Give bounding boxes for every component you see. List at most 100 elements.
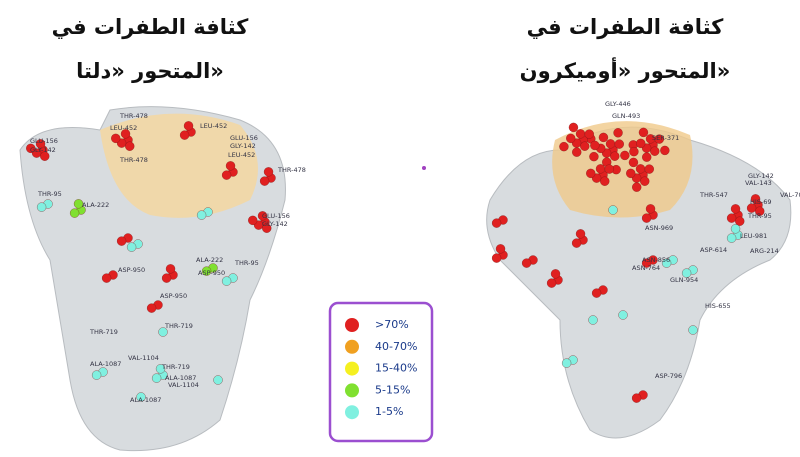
legend-swatch <box>345 339 359 354</box>
sphere <box>584 129 594 139</box>
sphere <box>262 223 272 233</box>
residue-label: THR-478 <box>119 156 148 164</box>
residue-label: GLY-142 <box>30 146 56 154</box>
sphere <box>26 143 36 154</box>
sphere <box>755 206 765 216</box>
sphere <box>730 204 741 214</box>
residue-label: ASP-950 <box>118 266 145 274</box>
legend-label: 1-5% <box>375 405 403 418</box>
sphere <box>661 258 672 268</box>
sphere <box>591 288 602 298</box>
sphere <box>161 273 172 283</box>
residue-label: GLN-954 <box>670 276 698 284</box>
sphere <box>575 129 586 139</box>
residue-label: ASN-856 <box>642 256 670 264</box>
sphere <box>638 127 649 138</box>
sphere <box>636 138 646 149</box>
sphere <box>660 145 670 156</box>
residue-label: GLN-493 <box>612 112 640 120</box>
sphere <box>491 253 502 263</box>
residue-label: GLY-142 <box>262 220 288 228</box>
legend-label: 40-70% <box>375 340 417 353</box>
sphere <box>495 244 506 254</box>
residue-label: THR-95 <box>37 190 62 198</box>
residue-label: ALA-1087 <box>130 396 161 404</box>
sphere <box>561 358 572 368</box>
sphere <box>259 176 270 186</box>
title: المتحور «دلتا» <box>76 59 224 83</box>
sphere <box>165 264 176 274</box>
residue-label: SER-371 <box>652 134 679 142</box>
sphere <box>566 133 576 144</box>
sphere <box>588 315 598 325</box>
residue-label: ALA-1087 <box>165 374 196 382</box>
sphere <box>642 152 652 162</box>
sphere <box>126 242 137 252</box>
legend-swatch <box>345 318 359 332</box>
sphere <box>36 202 47 212</box>
title: المتحور «أوميكرون» <box>520 56 731 83</box>
sphere <box>111 133 121 144</box>
legend-label: 15-40% <box>375 362 417 375</box>
sphere <box>213 375 223 385</box>
sphere <box>196 210 207 220</box>
residue-label: VAL-143 <box>745 179 772 187</box>
residue-label: ASP-796 <box>655 372 682 380</box>
sphere <box>101 273 112 283</box>
sphere <box>158 327 168 337</box>
sphere <box>571 238 582 248</box>
sphere <box>580 141 590 151</box>
sphere <box>600 176 610 186</box>
residue-label: THR-95 <box>747 212 772 220</box>
sphere <box>136 392 146 402</box>
residue-label: ARG-214 <box>750 247 779 255</box>
residue-label: LEU-981 <box>740 232 767 240</box>
sphere <box>586 168 596 179</box>
sphere <box>605 139 616 149</box>
sphere <box>546 278 557 288</box>
sphere <box>613 128 623 138</box>
sphere <box>69 208 80 218</box>
sphere <box>640 176 650 186</box>
sphere <box>575 229 586 239</box>
sphere <box>628 157 639 168</box>
sphere <box>635 164 646 174</box>
residue-label: VAL-1104 <box>168 381 199 389</box>
sphere <box>151 373 162 383</box>
sphere <box>604 164 614 174</box>
residue-label: GLY-142 <box>748 172 774 180</box>
sphere <box>641 213 652 223</box>
residue-label: LEU-452 <box>228 151 255 159</box>
sphere <box>263 167 274 177</box>
residue-label: GLY-142 <box>230 142 256 150</box>
residue-label: GLU-156 <box>262 212 290 220</box>
sphere <box>73 199 84 209</box>
sphere <box>631 393 642 403</box>
sphere <box>641 258 652 268</box>
left-protein <box>19 106 286 452</box>
sphere <box>40 151 50 161</box>
legend-swatch <box>345 405 359 420</box>
residue-label: ASN-969 <box>645 224 673 232</box>
sphere <box>726 233 737 243</box>
legend-label: 5-15% <box>375 383 410 396</box>
residue-label: ASP-614 <box>700 246 727 254</box>
sphere <box>618 310 628 320</box>
legend-label: >70% <box>375 318 409 331</box>
residue-label: VAL-1104 <box>128 354 159 362</box>
legend-swatch <box>345 383 359 398</box>
sphere <box>632 182 642 192</box>
sphere <box>726 213 737 223</box>
sphere <box>650 146 660 156</box>
sphere <box>608 205 618 215</box>
sphere <box>225 161 236 171</box>
residue-label: ALA-222 <box>82 201 109 209</box>
residue-label: GLU-156 <box>230 134 258 142</box>
residue-label: ASP-950 <box>160 292 187 300</box>
residue-label: THR-719 <box>161 363 190 371</box>
residue-label: ALA-222 <box>196 256 223 264</box>
sphere <box>620 150 630 161</box>
legend-swatch <box>345 361 359 376</box>
residue-label: HIS-69 <box>750 198 772 206</box>
residue-label: LEU-452 <box>110 124 137 132</box>
